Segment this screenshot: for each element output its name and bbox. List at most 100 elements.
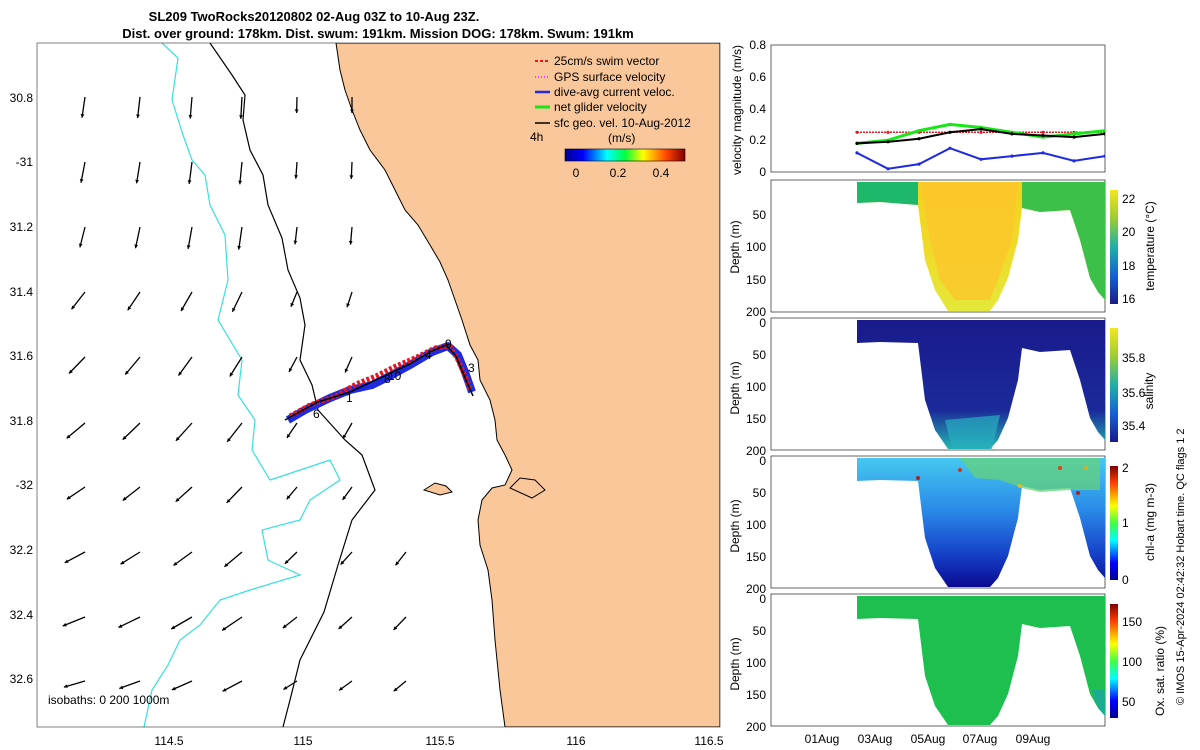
map-legend: 25cm/s swim vector GPS surface velocity … [535, 54, 691, 130]
oxygen-panel: 150 100 50 Ox. sat. ratio (%) 0 50 100 1… [728, 592, 1167, 734]
oxygen-colorbar [1110, 604, 1118, 718]
current-vector-head [237, 245, 242, 250]
current-vector-head [344, 368, 349, 373]
current-vector-head [222, 626, 227, 631]
temperature-ylabel: Depth (m) [728, 220, 742, 273]
current-vector-head [120, 560, 125, 565]
salinity-colorbar [1110, 328, 1118, 442]
velocity-point [917, 162, 921, 166]
current-vector [124, 356, 141, 376]
current-vector [68, 356, 86, 374]
current-vector [120, 551, 141, 565]
salinity-cb-tick: 35.6 [1122, 386, 1146, 400]
current-vector-head [122, 435, 127, 440]
map-y-tick: 32.4 [10, 608, 34, 622]
depth-tick: 50 [753, 348, 767, 362]
isobaths-label: isobaths: 0 200 1000m [48, 693, 169, 707]
velocity-point [1010, 132, 1014, 136]
depth-tick: 150 [746, 550, 766, 564]
velocity-point [1010, 154, 1014, 158]
current-vector [170, 616, 193, 630]
legend-label: net glider velocity [554, 100, 647, 114]
depth-tick: 150 [746, 688, 766, 702]
chla-surface-bloom [960, 458, 1100, 492]
temperature-cool-top [857, 182, 918, 205]
temperature-cb-tick: 22 [1122, 192, 1136, 206]
current-vector [66, 486, 86, 500]
current-vector [66, 422, 86, 439]
velocity-y-tick: 0.8 [749, 38, 766, 52]
current-vector-head [127, 306, 132, 311]
velocity-point [1041, 130, 1045, 134]
current-vector-head [342, 496, 347, 500]
current-vector-head [393, 626, 398, 630]
current-vector-head [119, 685, 124, 690]
map-y-tick: -31 [16, 155, 34, 169]
chla-dot [958, 468, 962, 472]
current-vector-head [64, 559, 69, 563]
current-vector-head [63, 684, 68, 688]
map-y-tick: 31.2 [10, 220, 34, 234]
chla-dot [1018, 484, 1022, 488]
current-vector [231, 291, 243, 313]
map-x-axis: 114.5 115 115.5 116 116.5 [154, 734, 723, 748]
time-tick: 03Aug [858, 732, 893, 746]
oxygen-ylabel: Depth (m) [728, 637, 742, 690]
velocity-panel: 0 0.2 0.4 0.6 0.8 velocity magnitude (m/… [730, 38, 1106, 179]
current-vector [221, 616, 243, 631]
current-vector-head [294, 175, 298, 179]
current-vector-head [173, 561, 178, 566]
chla-cb-label: chl-a (mg m-3) [1143, 483, 1157, 561]
current-vector-head [134, 244, 139, 249]
current-vector-head [294, 109, 299, 113]
legend-label: 25cm/s swim vector [554, 54, 659, 68]
current-vector-head [283, 686, 288, 690]
current-vector-head [350, 109, 354, 113]
depth-tick: 0 [759, 592, 766, 606]
chla-section [857, 458, 1105, 587]
current-vector-head [178, 371, 183, 376]
depth-tick: 150 [746, 412, 766, 426]
current-vector-head [69, 369, 73, 374]
salinity-cb-tick: 35.8 [1122, 351, 1146, 365]
current-vector [134, 226, 141, 249]
current-vector-head [239, 115, 243, 119]
temperature-cb-tick: 20 [1122, 225, 1136, 239]
current-vector-head [136, 114, 140, 119]
oxygen-cb-tick: 100 [1122, 655, 1142, 669]
waypoint-label: 6 [313, 407, 320, 421]
velocity-y-tick: 0 [759, 165, 766, 179]
current-vector [63, 680, 86, 688]
temperature-colorbar [1110, 190, 1118, 304]
current-vector-head [238, 180, 242, 185]
current-vector-head [118, 624, 123, 628]
current-vector [127, 291, 141, 311]
time-axis: 01Aug 03Aug 05Aug 07Aug 09Aug [805, 732, 1051, 746]
velocity-point [917, 137, 921, 141]
current-vector-head [78, 243, 83, 248]
velocity-point [886, 140, 890, 144]
colorbar-tick: 0.2 [610, 166, 627, 180]
copyright-footer: © IMOS 15-Apr-2024 02:42:32 Hobart time.… [1175, 428, 1187, 705]
track-net [284, 344, 474, 421]
current-vector [187, 226, 193, 250]
salinity-cb-label: salinity [1142, 373, 1156, 410]
current-vector-head [232, 307, 236, 312]
current-vector-head [66, 495, 71, 500]
glider-track [284, 342, 476, 424]
current-vector-head [181, 307, 185, 312]
current-vector-head [393, 687, 398, 692]
waypoint-label: 8 [384, 372, 391, 386]
waypoint-label: 3 [468, 361, 475, 375]
speed-colorbar [564, 148, 686, 162]
current-vector-head [226, 499, 231, 503]
current-vector-head [171, 686, 176, 691]
time-tick: 07Aug [963, 732, 998, 746]
oxygen-section [857, 596, 1105, 725]
velocity-point [855, 151, 859, 155]
isobath-1000 [143, 43, 341, 727]
depth-tick: 200 [746, 720, 766, 734]
current-vector-head [186, 245, 191, 249]
velocity-point [948, 122, 952, 126]
